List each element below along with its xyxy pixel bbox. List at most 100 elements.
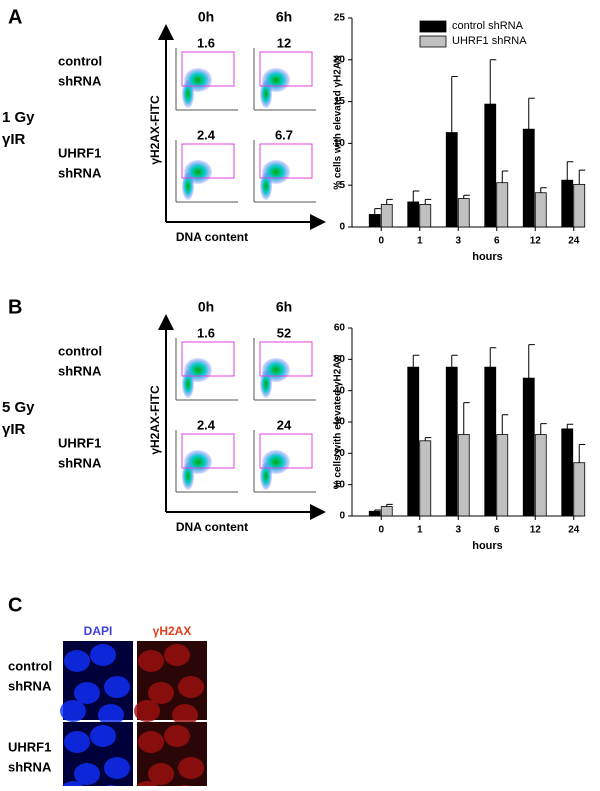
row-label: control — [8, 658, 52, 673]
legend-label: UHRF1 shRNA — [452, 35, 527, 47]
nucleus — [98, 704, 124, 726]
bar — [445, 132, 458, 228]
gate — [181, 433, 235, 469]
gate-percent: 1.6 — [197, 35, 215, 50]
bar — [407, 201, 420, 228]
dose-label: γIR — [2, 421, 26, 438]
row-label: UHRF1 — [8, 739, 51, 754]
nucleus — [74, 763, 100, 785]
x-tick-label: 1 — [417, 525, 423, 536]
bar — [368, 510, 381, 517]
nucleus — [138, 650, 164, 672]
error-bar — [386, 503, 393, 507]
legend-label: control shRNA — [452, 20, 524, 32]
bar — [522, 128, 535, 228]
nucleus — [64, 731, 90, 753]
y-tick-label: 15 — [334, 96, 346, 107]
nucleus — [90, 644, 116, 666]
row-label: shRNA — [8, 759, 52, 774]
dose-label: γIR — [2, 131, 26, 148]
nucleus — [64, 650, 90, 672]
x-tick-label: 1 — [417, 236, 423, 247]
nucleus — [138, 731, 164, 753]
gate-percent: 2.4 — [197, 417, 216, 432]
error-bar — [540, 423, 547, 435]
flow-y-axis-label: γH2AX-FITC — [148, 385, 162, 455]
error-bar — [489, 347, 497, 368]
nucleus — [164, 725, 190, 747]
error-bar — [412, 354, 420, 368]
cell-cluster — [182, 370, 194, 398]
bar — [380, 204, 393, 228]
nucleus — [178, 676, 204, 698]
error-bar — [451, 76, 458, 133]
row-label: shRNA — [58, 165, 102, 180]
error-bar — [451, 354, 458, 368]
y-tick-label: 25 — [334, 13, 346, 24]
y-tick-label: 20 — [334, 448, 346, 459]
x-tick-label: 3 — [455, 236, 461, 247]
x-tick-label: 24 — [568, 236, 580, 247]
cell-cluster — [182, 80, 194, 108]
y-tick-label: 50 — [334, 354, 346, 365]
y-tick-label: 0 — [339, 222, 345, 233]
gate — [259, 341, 313, 377]
error-bar — [374, 208, 381, 215]
x-tick-label: 0 — [378, 525, 384, 536]
nucleus — [74, 682, 100, 704]
gate — [181, 51, 235, 87]
timepoint: 6h — [276, 9, 292, 25]
y-tick-label: 10 — [334, 479, 346, 490]
bar — [484, 366, 497, 517]
error-bar — [463, 194, 470, 199]
error-bar — [424, 437, 432, 441]
panel-label: A — [8, 6, 22, 28]
y-tick-label: 20 — [334, 54, 346, 65]
error-bar — [540, 187, 547, 193]
gate-percent: 52 — [277, 325, 291, 340]
x-tick-label: 0 — [378, 236, 384, 247]
cell-cluster — [182, 462, 194, 490]
error-bar — [489, 59, 497, 105]
cell-cluster — [260, 172, 272, 200]
gate-percent: 1.6 — [197, 325, 215, 340]
nucleus — [172, 704, 198, 726]
gate — [181, 143, 235, 179]
panel-label: B — [8, 296, 22, 318]
nucleus — [178, 757, 204, 779]
timepoint: 0h — [198, 299, 214, 315]
cell-cluster — [260, 370, 272, 398]
x-axis-label: hours — [472, 540, 503, 552]
nucleus — [148, 682, 174, 704]
row-label: UHRF1 — [58, 145, 101, 160]
gate — [259, 51, 313, 87]
cell-cluster — [260, 80, 272, 108]
bar — [496, 182, 509, 228]
row-label: shRNA — [8, 678, 52, 693]
nucleus — [90, 725, 116, 747]
timepoint: 0h — [198, 9, 214, 25]
error-bar — [578, 169, 586, 185]
x-tick-label: 6 — [494, 525, 500, 536]
x-tick-label: 6 — [494, 236, 500, 247]
panel-label: C — [8, 594, 22, 616]
legend-swatch — [419, 20, 447, 33]
column-label: γH2AX — [153, 624, 192, 638]
cell-cluster — [182, 172, 194, 200]
y-tick-label: 40 — [334, 385, 346, 396]
row-label: shRNA — [58, 455, 102, 470]
bar — [380, 506, 393, 517]
error-bar — [528, 97, 535, 130]
cell-cluster — [260, 462, 272, 490]
column-label: DAPI — [84, 624, 113, 638]
bar — [457, 434, 470, 517]
y-tick-label: 30 — [334, 417, 346, 428]
bar — [561, 428, 574, 517]
error-bar — [578, 444, 586, 463]
gate-percent: 12 — [277, 35, 291, 50]
gate — [259, 433, 313, 469]
bar — [419, 204, 432, 228]
x-tick-label: 24 — [568, 525, 580, 536]
error-bar — [566, 161, 574, 181]
gate-percent: 6.7 — [275, 127, 293, 142]
